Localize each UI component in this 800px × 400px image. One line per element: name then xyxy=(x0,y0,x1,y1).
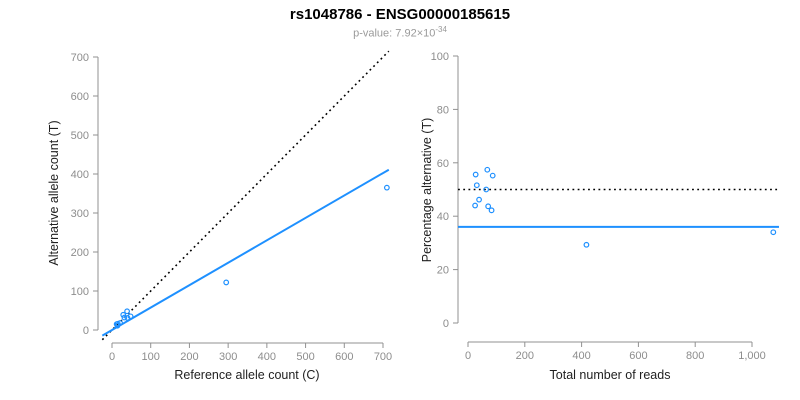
data-point xyxy=(583,241,590,248)
data-point xyxy=(127,313,134,320)
page-title: rs1048786 - ENSG00000185615 xyxy=(289,6,511,23)
x-tick-label: 1,000 xyxy=(738,350,766,362)
y-tick-label: 600 xyxy=(71,91,89,103)
y-axis-label: Alternative allele count (T) xyxy=(47,120,61,265)
x-tick-label: 600 xyxy=(335,351,353,363)
data-point xyxy=(483,186,490,193)
data-point xyxy=(383,184,390,191)
x-tick-label: 600 xyxy=(629,350,647,362)
pvalue-mantissa: 7.92×10 xyxy=(395,27,436,40)
x-tick-label: 0 xyxy=(109,351,115,363)
data-point xyxy=(124,308,130,315)
y-tick-label: 400 xyxy=(71,169,89,181)
data-point xyxy=(120,311,127,318)
data-point xyxy=(484,166,491,173)
y-tick-label: 40 xyxy=(437,211,449,223)
data-point xyxy=(770,229,777,236)
y-tick-label: 300 xyxy=(71,208,89,220)
x-tick-label: 100 xyxy=(142,351,160,363)
x-tick-label: 800 xyxy=(686,350,704,362)
x-tick-label: 200 xyxy=(180,351,198,363)
data-point xyxy=(124,315,131,321)
y-tick-label: 20 xyxy=(437,265,449,277)
pvalue-label: p-value: xyxy=(353,27,396,40)
data-point xyxy=(121,314,128,321)
y-tick-label: 0 xyxy=(443,318,449,330)
y-tick-label: 500 xyxy=(71,130,89,142)
y-tick-label: 100 xyxy=(431,51,449,63)
x-tick-label: 300 xyxy=(219,351,237,363)
y-tick-label: 700 xyxy=(71,52,89,64)
x-tick-label: 700 xyxy=(374,351,392,363)
y-axis-label: Percentage alternative (T) xyxy=(420,118,434,263)
x-tick-label: 500 xyxy=(296,351,314,363)
data-point xyxy=(223,279,230,286)
y-tick-label: 100 xyxy=(71,286,89,298)
data-point xyxy=(472,202,479,209)
data-point xyxy=(473,182,480,189)
data-point xyxy=(489,172,496,179)
data-point xyxy=(472,171,479,178)
pvalue-subtitle: p-value: 7.92×10-34 xyxy=(0,25,800,40)
data-point xyxy=(117,320,124,326)
data-point xyxy=(485,203,492,210)
x-tick-label: 400 xyxy=(572,350,590,362)
x-axis-label: Reference allele count (C) xyxy=(174,368,319,382)
y-tick-label: 60 xyxy=(437,158,449,170)
x-tick-label: 400 xyxy=(258,351,276,363)
regression-line xyxy=(101,168,390,337)
pvalue-exponent: -34 xyxy=(435,25,447,34)
y-tick-label: 80 xyxy=(437,104,449,116)
identity-line xyxy=(101,50,390,341)
y-tick-label: 200 xyxy=(71,247,89,259)
x-tick-label: 200 xyxy=(516,350,534,362)
x-tick-label: 0 xyxy=(465,350,471,362)
y-tick-label: 0 xyxy=(83,325,89,337)
data-point xyxy=(488,207,495,214)
data-point xyxy=(476,196,482,203)
x-axis-label: Total number of reads xyxy=(550,368,671,382)
